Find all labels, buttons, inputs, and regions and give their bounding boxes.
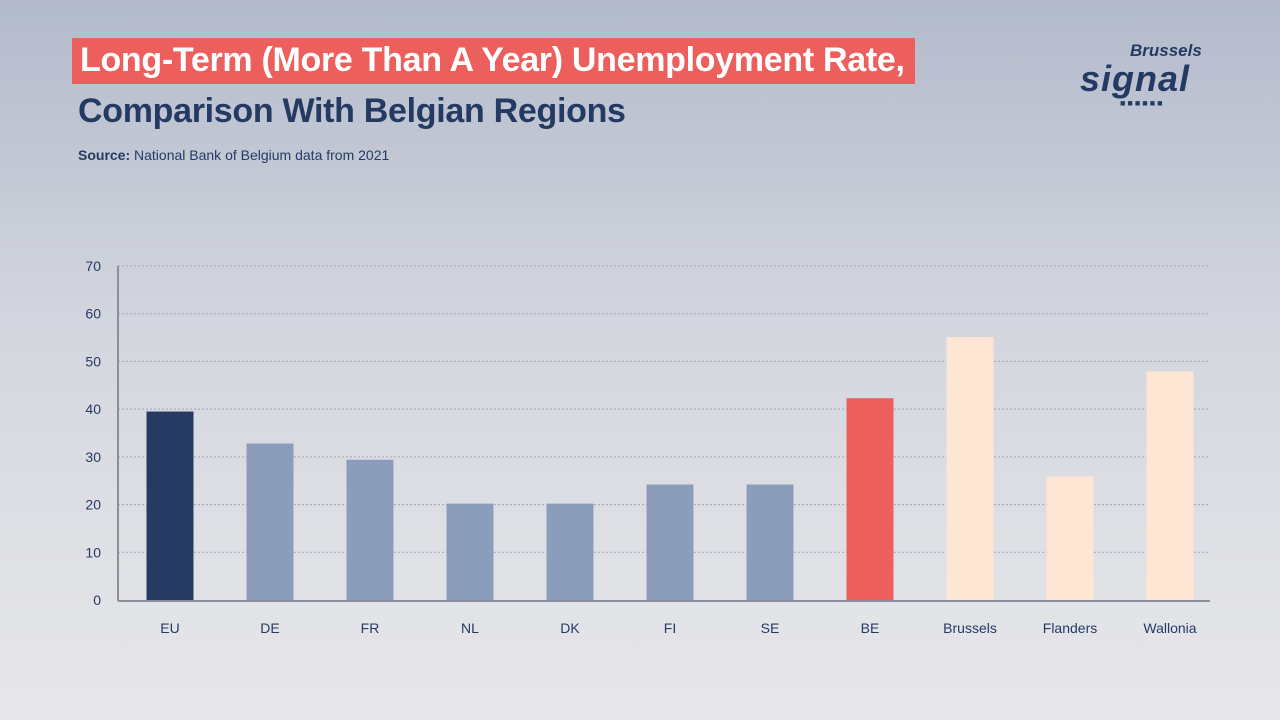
bar-brussels: [946, 337, 994, 600]
bar-flanders: [1046, 476, 1094, 600]
y-tick-label: 40: [85, 401, 101, 417]
logo-main-text: signal: [1080, 58, 1191, 99]
x-tick-label: DK: [560, 620, 580, 636]
source-text: National Bank of Belgium data from 2021: [134, 147, 390, 163]
bar-dk: [546, 503, 594, 600]
logo-top-text: Brussels: [1130, 41, 1202, 60]
x-tick-label: Wallonia: [1143, 620, 1196, 636]
bar-fr: [346, 459, 394, 600]
y-tick-label: 0: [93, 592, 101, 608]
bar-fi: [646, 484, 694, 600]
bar-de: [246, 443, 294, 600]
bar-be: [846, 398, 894, 600]
x-tick-label: Brussels: [943, 620, 997, 636]
x-tick-label: FI: [664, 620, 676, 636]
x-tick-label: DE: [260, 620, 279, 636]
bar-eu: [146, 411, 194, 600]
logo-dots: ■■■■■■: [1120, 98, 1165, 108]
x-tick-label: BE: [861, 620, 880, 636]
x-tick-label: NL: [461, 620, 479, 636]
x-tick-label: EU: [160, 620, 179, 636]
y-tick-label: 60: [85, 306, 101, 322]
y-tick-label: 10: [85, 544, 101, 560]
bar-se: [746, 484, 794, 600]
y-tick-label: 30: [85, 449, 101, 465]
y-tick-label: 50: [85, 353, 101, 369]
x-tick-label: SE: [761, 620, 780, 636]
x-tick-label: FR: [361, 620, 380, 636]
chart-title-line2: Comparison With Belgian Regions: [78, 92, 626, 130]
y-tick-label: 70: [85, 258, 101, 274]
source-note: Source: National Bank of Belgium data fr…: [78, 146, 389, 164]
chart-title-line1: Long-Term (More Than A Year) Unemploymen…: [72, 38, 915, 84]
brussels-signal-logo: Brussels signal ■■■■■■: [1080, 41, 1230, 109]
y-tick-label: 20: [85, 497, 101, 513]
bar-wallonia: [1146, 371, 1194, 600]
x-tick-label: Flanders: [1043, 620, 1097, 636]
bar-nl: [446, 503, 494, 600]
source-label: Source:: [78, 147, 131, 163]
